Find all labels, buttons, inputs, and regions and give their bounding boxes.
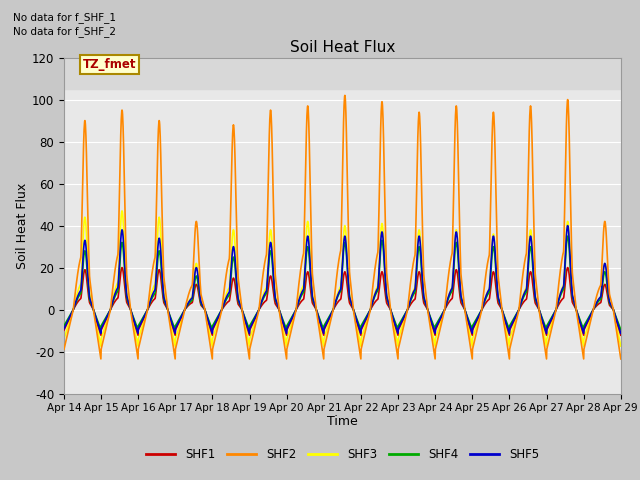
Text: No data for f_SHF_1: No data for f_SHF_1 [13, 12, 116, 23]
Title: Soil Heat Flux: Soil Heat Flux [290, 40, 395, 55]
Y-axis label: Soil Heat Flux: Soil Heat Flux [16, 182, 29, 269]
Text: TZ_fmet: TZ_fmet [83, 58, 136, 71]
Bar [64, 58, 621, 89]
Text: No data for f_SHF_2: No data for f_SHF_2 [13, 26, 116, 37]
X-axis label: Time: Time [327, 415, 358, 428]
Legend: SHF1, SHF2, SHF3, SHF4, SHF5: SHF1, SHF2, SHF3, SHF4, SHF5 [141, 443, 543, 466]
